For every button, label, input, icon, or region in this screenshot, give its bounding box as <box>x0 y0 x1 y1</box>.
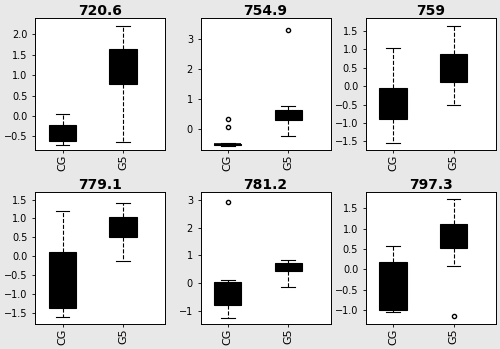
PathPatch shape <box>440 224 467 248</box>
Title: 759: 759 <box>416 4 446 18</box>
PathPatch shape <box>214 144 242 146</box>
Title: 797.3: 797.3 <box>409 178 453 192</box>
PathPatch shape <box>110 216 136 237</box>
PathPatch shape <box>110 49 136 84</box>
PathPatch shape <box>380 88 406 119</box>
PathPatch shape <box>214 282 242 305</box>
PathPatch shape <box>49 252 76 309</box>
Title: 720.6: 720.6 <box>78 4 122 18</box>
PathPatch shape <box>380 262 406 310</box>
PathPatch shape <box>274 110 302 119</box>
Title: 754.9: 754.9 <box>244 4 288 18</box>
Title: 781.2: 781.2 <box>244 178 288 192</box>
Title: 779.1: 779.1 <box>78 178 122 192</box>
PathPatch shape <box>274 263 302 270</box>
PathPatch shape <box>49 125 76 141</box>
PathPatch shape <box>440 54 467 82</box>
